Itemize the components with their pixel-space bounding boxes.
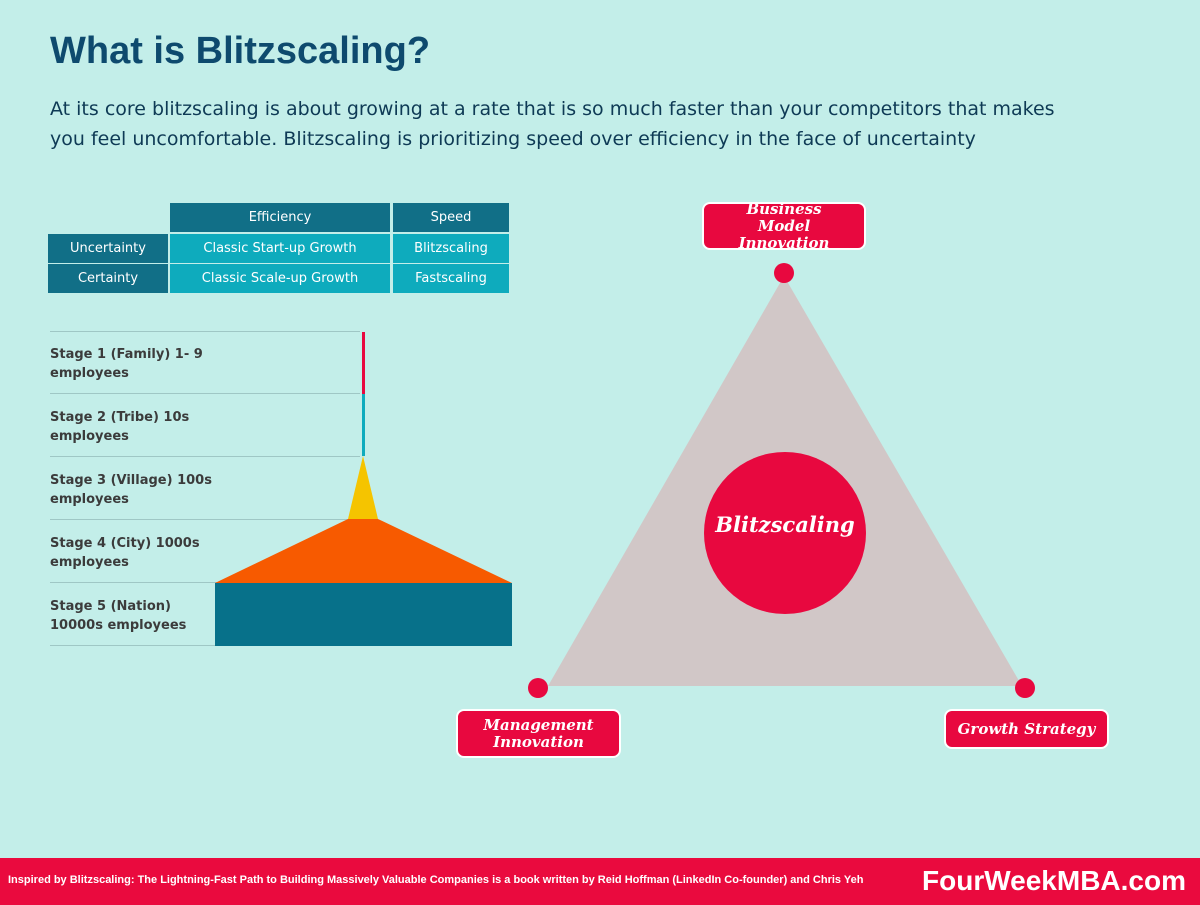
stage-divider xyxy=(50,582,360,583)
stage-3-shape xyxy=(348,456,378,519)
label-management-innovation: Management Innovation xyxy=(456,709,621,758)
label-growth-strategy: Growth Strategy xyxy=(944,709,1109,749)
stage-5-label: Stage 5 (Nation) 10000s employees xyxy=(50,599,187,633)
matrix-cell-classic-startup: Classic Start-up Growth xyxy=(170,234,390,263)
stage-divider xyxy=(50,645,215,646)
stage-1-label: Stage 1 (Family) 1- 9 employees xyxy=(50,347,203,381)
page-title: What is Blitzscaling? xyxy=(50,30,431,72)
matrix-row-label-uncertainty: Uncertainty xyxy=(48,234,168,263)
stage-4-label: Stage 4 (City) 1000s employees xyxy=(50,536,200,570)
stage-2-bar xyxy=(362,394,365,456)
matrix-header-efficiency: Efficiency xyxy=(170,203,390,232)
matrix-header-speed: Speed xyxy=(393,203,509,232)
matrix-cell-classic-scaleup: Classic Scale-up Growth xyxy=(170,264,390,293)
label-business-model-innovation: Business Model Innovation xyxy=(702,200,866,251)
footer-bar: Inspired by Blitzscaling: The Lightning-… xyxy=(0,858,1200,905)
brand-logo: FourWeekMBA.com xyxy=(922,865,1186,896)
stage-divider xyxy=(50,519,360,520)
stage-1-bar xyxy=(362,332,365,394)
stage-divider xyxy=(50,456,360,457)
vertex-dot-right xyxy=(1015,678,1035,698)
stage-divider xyxy=(50,331,360,332)
matrix-cell-blitzscaling: Blitzscaling xyxy=(393,234,509,263)
stage-5-shape xyxy=(215,583,512,646)
vertex-dot-left xyxy=(528,678,548,698)
page-subtitle: At its core blitzscaling is about growin… xyxy=(50,98,1055,150)
vertex-dot-top xyxy=(774,263,794,283)
stage-4-shape xyxy=(215,519,512,583)
blitzscaling-center-circle xyxy=(704,452,866,614)
matrix-row-label-certainty: Certainty xyxy=(48,264,168,293)
stage-divider xyxy=(50,393,360,394)
stage-3-label: Stage 3 (Village) 100s employees xyxy=(50,473,212,507)
matrix-cell-fastscaling: Fastscaling xyxy=(393,264,509,293)
triangle-center-label: Blitzscaling xyxy=(715,512,855,537)
stage-2-label: Stage 2 (Tribe) 10s employees xyxy=(50,410,190,444)
footer-credit: Inspired by Blitzscaling: The Lightning-… xyxy=(8,874,864,886)
